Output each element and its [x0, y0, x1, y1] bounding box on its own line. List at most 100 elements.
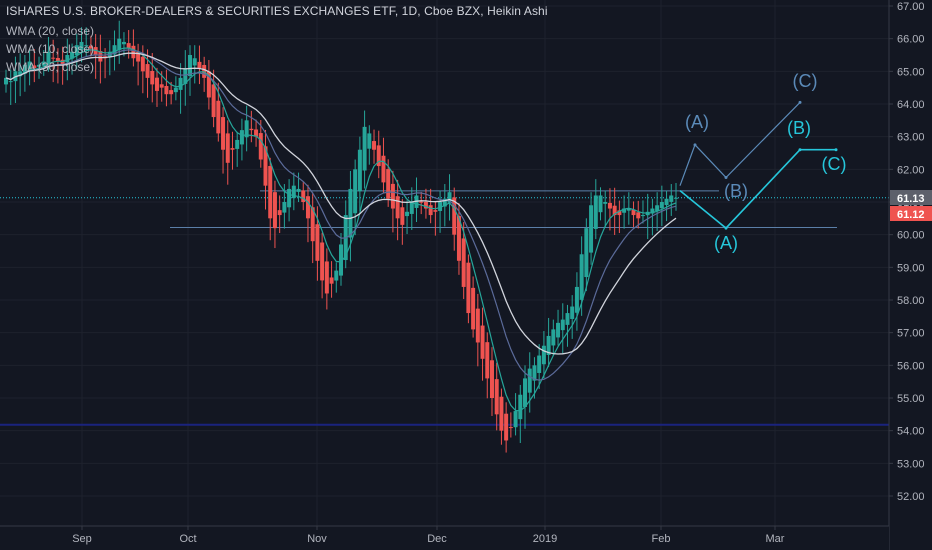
candle-body [551, 329, 556, 346]
candle-body [433, 210, 438, 212]
candle-body [579, 254, 584, 300]
time-tick-label: Feb [652, 533, 671, 545]
candle-body [334, 270, 339, 281]
candle-body [301, 190, 306, 202]
candle-body [390, 183, 395, 209]
wave-label: (A) [714, 233, 738, 253]
candle-body [442, 198, 447, 207]
last-price-label: 61.13 [897, 193, 925, 205]
candle-body [296, 188, 301, 192]
candle-body [55, 57, 60, 62]
wave-path [679, 148, 836, 230]
time-tick-label: Mar [766, 533, 785, 545]
candle-body [466, 262, 471, 314]
time-axis[interactable]: Sep Oct Nov Dec 2019 Feb Mar [0, 525, 889, 550]
price-tick-label: 55.00 [897, 393, 925, 405]
candle-body [159, 84, 164, 88]
candle-body [513, 411, 518, 428]
candle-body [423, 201, 428, 209]
candle-body [84, 45, 89, 47]
candle-body [664, 198, 669, 206]
candle-body [598, 195, 603, 213]
candle-body [70, 51, 75, 59]
candle-body [395, 196, 400, 219]
moving-average-line [5, 47, 677, 412]
candle-body [216, 100, 221, 134]
candle-body [631, 209, 636, 216]
candle-body [211, 84, 216, 118]
candle-body [51, 57, 56, 59]
candle-body [221, 117, 226, 150]
candle-body [560, 319, 565, 331]
candle-body [93, 47, 98, 55]
legend-wma-30[interactable]: WMA (30, close) [6, 60, 95, 74]
candle-body [504, 413, 509, 441]
candle-body [320, 242, 325, 281]
candle-body [145, 64, 150, 78]
candle-body [400, 207, 405, 225]
candle-body [456, 216, 461, 261]
price-tick-label: 60.00 [897, 230, 925, 242]
candle-body [452, 197, 457, 235]
candle-body [183, 68, 188, 84]
candle-body [348, 188, 353, 238]
candle-body [239, 130, 244, 145]
candle-body [636, 212, 641, 219]
candle-body [18, 71, 23, 77]
candle-body [447, 192, 452, 203]
candle-body [381, 155, 386, 183]
wave-point [724, 226, 728, 230]
time-tick-label: Sep [72, 533, 92, 545]
price-tick-label: 54.00 [897, 426, 925, 438]
wave-label: (B) [787, 118, 811, 138]
candle-body [339, 244, 343, 276]
price-tick-label: 64.00 [897, 99, 925, 111]
candle-body [41, 61, 46, 66]
last-price-label: 61.12 [897, 209, 925, 221]
candle-body [136, 52, 141, 62]
candle-body [32, 65, 37, 69]
candle-body [626, 208, 631, 211]
candle-body [46, 51, 51, 64]
candle-body [669, 195, 674, 202]
candle-body [438, 202, 443, 211]
candle-body [60, 59, 65, 65]
candle-body [607, 202, 612, 209]
candle-body [532, 365, 537, 381]
candle-body [376, 145, 381, 167]
moving-averages [5, 47, 677, 412]
legend-wma-10[interactable]: WMA (10, close) [6, 42, 95, 56]
candle-body [523, 378, 528, 407]
time-tick-label: Oct [179, 533, 196, 545]
wave-path [679, 101, 801, 186]
candle-body [537, 355, 542, 373]
candle-body [565, 313, 570, 325]
candle-body [74, 45, 79, 56]
candle-body [419, 201, 424, 203]
candle-body [188, 55, 193, 76]
candle-body [527, 368, 532, 393]
candle-body [617, 210, 622, 216]
candle-body [178, 77, 183, 90]
price-tick-label: 58.00 [897, 295, 925, 307]
candle-body [589, 205, 594, 253]
candle-body [659, 202, 664, 209]
candle-body [98, 51, 103, 62]
candle-body [574, 286, 579, 313]
candle-body [126, 43, 131, 49]
candle-body [508, 427, 513, 429]
candle-body [480, 325, 485, 359]
price-tick-label: 56.00 [897, 360, 925, 372]
candle-body [131, 45, 136, 59]
legend-wma-20[interactable]: WMA (20, close) [6, 24, 95, 38]
candle-body [244, 120, 249, 138]
candle-body [268, 165, 273, 219]
candle-body [409, 202, 414, 214]
candle-body [655, 205, 660, 212]
candle-body [593, 195, 598, 229]
moving-average-line [5, 52, 677, 355]
price-axis[interactable]: 67.0066.0065.0064.0063.0062.0061.0060.00… [888, 0, 932, 550]
candle-body [254, 129, 259, 137]
candle-body [310, 207, 315, 242]
